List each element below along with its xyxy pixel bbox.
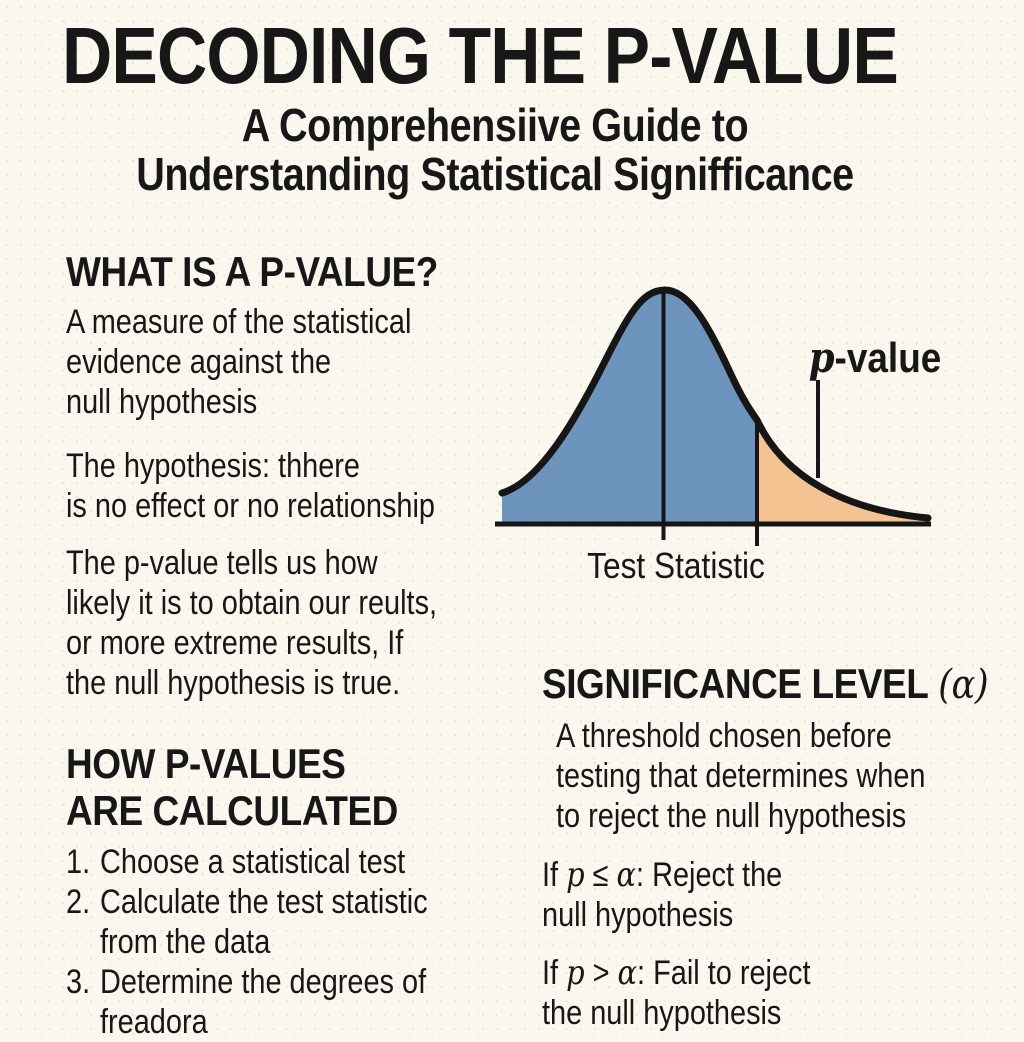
text-line: A measure of the statistical bbox=[66, 303, 412, 341]
step-item: 3. Determine the degrees of freadora bbox=[66, 962, 428, 1042]
text-line: the null hypothesis is true. bbox=[66, 664, 401, 702]
step-number: 2. bbox=[66, 883, 91, 921]
step-text: Calculate the test statistic from the da… bbox=[100, 883, 428, 961]
p-symbol: p bbox=[566, 953, 585, 993]
step-number: 1. bbox=[66, 843, 91, 881]
what-section-para1: A measure of the statistical evidence ag… bbox=[66, 302, 411, 422]
text-line: evidence against the bbox=[66, 343, 332, 381]
pvalue-label: p-value bbox=[809, 334, 942, 383]
rule-line: the null hypothesis bbox=[542, 994, 782, 1032]
page-title: DECODING THE P-VALUE bbox=[62, 16, 1023, 96]
rule-line: If p ≤ α: Reject the bbox=[542, 855, 783, 895]
text-line: to reject the null hypothesis bbox=[556, 797, 907, 835]
curve-area-pvalue-tail bbox=[757, 420, 928, 524]
test-statistic-label: Test Statistic bbox=[587, 546, 765, 586]
bell-curve-diagram: p-value Test Statistic bbox=[495, 286, 942, 586]
alpha-symbol: (α) bbox=[938, 662, 989, 708]
significance-heading: SIGNIFICANCE LEVEL (α) bbox=[542, 660, 989, 708]
text-line: The p-value tells us how bbox=[66, 544, 378, 582]
rule-line: If p > α: Fail to reject bbox=[542, 953, 811, 993]
alpha-symbol: α bbox=[617, 953, 638, 993]
rule-line: null hypothesis bbox=[542, 896, 734, 934]
step-text: Determine the degrees of freadora bbox=[100, 963, 427, 1041]
subtitle-line: A Comprehensiive Guide to bbox=[241, 99, 749, 151]
what-section-para2: The hypothesis: thhere is no effect or n… bbox=[66, 446, 435, 526]
significance-para: A threshold chosen before testing that d… bbox=[556, 716, 925, 836]
step-text: Choose a statistical test bbox=[100, 843, 406, 881]
alpha-symbol: α bbox=[616, 855, 637, 895]
p-symbol: p bbox=[566, 855, 585, 895]
step-item: 1. Choose a statistical test bbox=[66, 842, 428, 882]
text-line: or more extreme results, If bbox=[66, 624, 404, 662]
how-section-heading: HOW P-VALUES ARE CALCULATED bbox=[66, 740, 398, 834]
text-line: is no effect or no relationship bbox=[66, 487, 435, 525]
text-line: A threshold chosen before bbox=[556, 717, 892, 755]
step-number: 3. bbox=[66, 963, 91, 1001]
text-line: The hypothesis: thhere bbox=[66, 447, 361, 485]
what-section-para3: The p-value tells us how likely it is to… bbox=[66, 543, 437, 703]
rule-fail-to-reject: If p > α: Fail to reject the null hypoth… bbox=[542, 953, 811, 1033]
page-subtitle: A Comprehensiive Guide to Understanding … bbox=[87, 101, 904, 199]
how-section-steps: 1. Choose a statistical test 2. Calculat… bbox=[66, 842, 428, 1042]
step-item: 2. Calculate the test statistic from the… bbox=[66, 882, 428, 962]
subtitle-line: Understanding Statistical Signifficance bbox=[136, 148, 854, 200]
text-line: null hypothesis bbox=[66, 383, 258, 421]
what-section-heading: WHAT IS A P-VALUE? bbox=[66, 248, 438, 295]
text-line: likely it is to obtain our reults, bbox=[66, 584, 438, 622]
bell-curve-outline bbox=[498, 286, 932, 522]
rule-reject: If p ≤ α: Reject the null hypothesis bbox=[542, 855, 782, 935]
curve-area-null bbox=[502, 290, 757, 524]
text-line: testing that determines when bbox=[556, 757, 926, 795]
page-title-text: DECODING THE P-VALUE bbox=[62, 11, 899, 100]
